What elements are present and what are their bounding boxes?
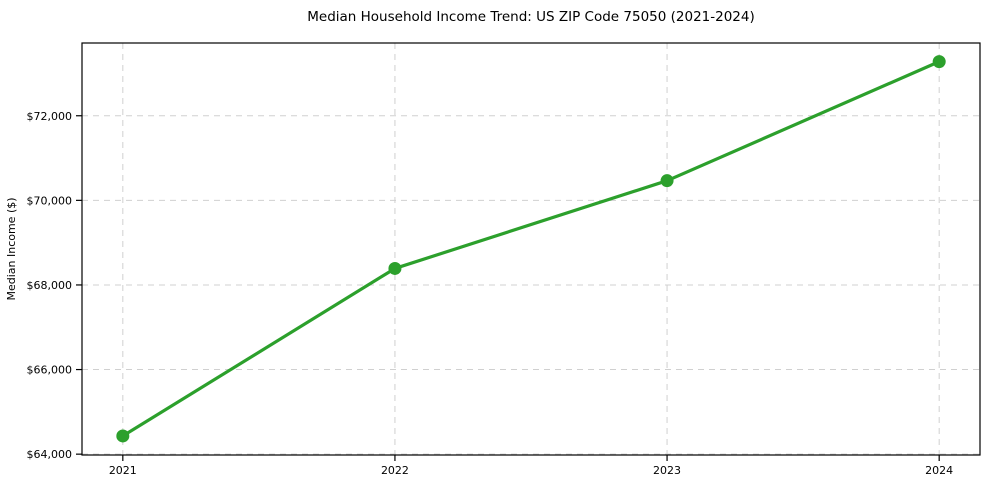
y-axis-label: Median Income ($) (5, 197, 18, 300)
x-tick-label: 2023 (653, 464, 681, 477)
income-trend-series (116, 55, 946, 443)
gridlines (82, 43, 980, 455)
y-tick-label: $68,000 (27, 279, 73, 292)
plot-border (81, 42, 981, 456)
axes (76, 42, 981, 461)
y-tick-label: $72,000 (27, 110, 73, 123)
trend-line (121, 60, 941, 438)
x-tick-label: 2024 (925, 464, 953, 477)
data-point (932, 55, 946, 69)
y-tick-label: $66,000 (27, 364, 73, 377)
y-tick-label: $70,000 (27, 194, 73, 207)
chart-title: Median Household Income Trend: US ZIP Co… (307, 9, 755, 25)
x-tick-label: 2021 (109, 464, 137, 477)
data-point (660, 174, 674, 188)
data-point (388, 261, 402, 275)
tick-labels: $64,000 $66,000 $68,000 $70,000 $72,000 2021 2… (27, 110, 954, 477)
y-tick-label: $64,000 (27, 448, 73, 461)
data-point (116, 429, 130, 443)
x-tick-label: 2022 (381, 464, 409, 477)
